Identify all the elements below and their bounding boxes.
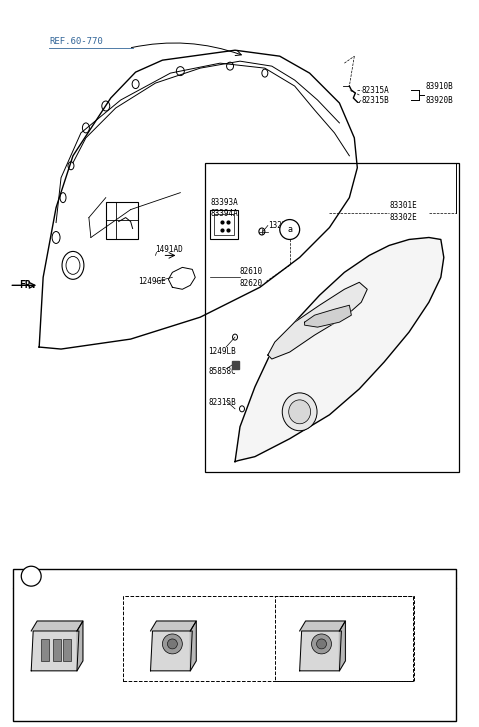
Bar <box>106 201 137 239</box>
Polygon shape <box>31 631 79 671</box>
Text: 83301E: 83301E <box>389 201 417 210</box>
Text: 93580R: 93580R <box>138 600 169 608</box>
Text: 83394A: 83394A <box>210 209 238 218</box>
Text: a: a <box>287 225 292 234</box>
Bar <box>205 163 459 472</box>
Text: 83393A: 83393A <box>210 198 238 207</box>
Text: 93580L: 93580L <box>138 609 169 619</box>
Circle shape <box>280 220 300 239</box>
Polygon shape <box>31 621 83 631</box>
Bar <box>63 639 71 661</box>
Polygon shape <box>150 631 192 671</box>
Text: 85858C: 85858C <box>208 367 236 377</box>
Text: (IMS): (IMS) <box>125 590 152 598</box>
Text: 82315A: 82315A <box>361 86 389 95</box>
Text: 1327AE: 1327AE <box>268 221 296 230</box>
Polygon shape <box>150 621 196 631</box>
Bar <box>41 639 49 661</box>
Bar <box>53 639 61 661</box>
Text: 83302E: 83302E <box>389 213 417 222</box>
Text: 83920B: 83920B <box>426 95 454 105</box>
Polygon shape <box>190 621 196 671</box>
Text: 82315B: 82315B <box>361 95 389 105</box>
Bar <box>210 209 238 239</box>
Circle shape <box>162 634 182 654</box>
Bar <box>232 361 239 369</box>
Text: 82610: 82610 <box>240 267 263 276</box>
Circle shape <box>317 639 327 649</box>
Text: 1249LB: 1249LB <box>208 347 236 356</box>
Text: 93580R: 93580R <box>295 600 325 608</box>
Text: 1491AD: 1491AD <box>156 245 183 254</box>
Polygon shape <box>235 238 444 462</box>
Text: a: a <box>29 571 34 581</box>
Circle shape <box>311 634 331 654</box>
Text: 93581B: 93581B <box>34 600 64 608</box>
Circle shape <box>168 639 177 649</box>
Ellipse shape <box>289 400 310 424</box>
Polygon shape <box>305 305 352 327</box>
Polygon shape <box>300 631 342 671</box>
Polygon shape <box>340 621 345 671</box>
Polygon shape <box>77 621 83 671</box>
Text: FR.: FR. <box>19 281 37 290</box>
Text: 83910B: 83910B <box>426 81 454 91</box>
Bar <box>13 569 456 720</box>
Text: 82315B: 82315B <box>208 398 236 407</box>
Text: 93580L: 93580L <box>295 609 325 619</box>
Text: (SEAT WARMER): (SEAT WARMER) <box>278 590 343 598</box>
Polygon shape <box>268 282 367 359</box>
Bar <box>123 596 413 680</box>
Text: 93581A: 93581A <box>34 609 64 619</box>
Ellipse shape <box>282 393 317 430</box>
Text: 1249GE: 1249GE <box>138 277 166 286</box>
Bar <box>214 214 234 236</box>
Text: REF.60-770: REF.60-770 <box>49 37 103 47</box>
Circle shape <box>21 566 41 586</box>
Text: 82620: 82620 <box>240 279 263 288</box>
Polygon shape <box>300 621 345 631</box>
Bar <box>275 596 414 680</box>
